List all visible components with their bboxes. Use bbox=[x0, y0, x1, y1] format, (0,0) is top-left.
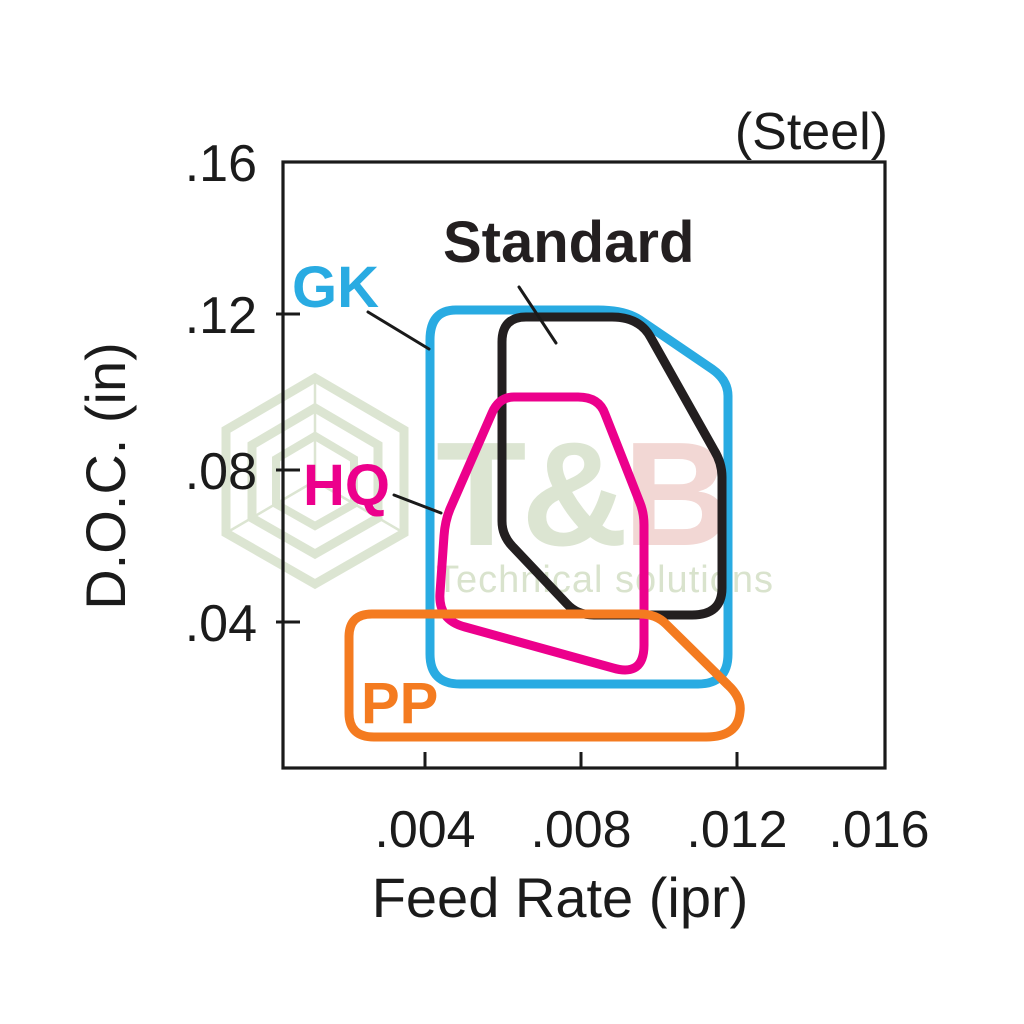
y-tick-label-08: .08 bbox=[185, 443, 257, 501]
watermark-tagline: Technical solutions bbox=[436, 559, 774, 601]
y-axis-tick-labels: .16 .12 .08 .04 bbox=[185, 135, 257, 653]
region-path-pp bbox=[344, 609, 745, 742]
region-label-hq: HQ bbox=[303, 453, 390, 518]
region-path-hq bbox=[435, 392, 649, 675]
hexagon-inner bbox=[272, 431, 358, 531]
x-tick-label-004: .004 bbox=[374, 801, 475, 859]
leader-line-gk bbox=[366, 310, 431, 351]
hexagon-middle bbox=[247, 402, 383, 560]
leader-line-hq bbox=[392, 493, 443, 515]
hexagon-cube-edges bbox=[225, 378, 405, 535]
region-path-standard bbox=[497, 312, 727, 620]
y-tick-label-04: .04 bbox=[185, 595, 257, 653]
region-labels: GK Standard HQ PP bbox=[292, 210, 694, 736]
y-axis-ticks bbox=[276, 312, 300, 624]
y-tick-label-16: .16 bbox=[185, 135, 257, 193]
region-label-pp: PP bbox=[361, 671, 438, 736]
x-axis-title: Feed Rate (ipr) bbox=[372, 866, 749, 929]
watermark-hexagon-logo bbox=[221, 372, 409, 590]
region-label-standard: Standard bbox=[443, 210, 694, 275]
hexagon-outer bbox=[221, 372, 409, 590]
y-tick-label-12: .12 bbox=[185, 287, 257, 345]
x-tick-label-012: .012 bbox=[686, 801, 787, 859]
x-axis-tick-labels: .004 .008 .012 .016 bbox=[374, 801, 929, 859]
plot-frame bbox=[281, 160, 887, 770]
x-tick-label-016: .016 bbox=[828, 801, 929, 859]
leader-line-standard bbox=[517, 285, 558, 345]
leader-lines bbox=[366, 285, 558, 515]
x-tick-label-008: .008 bbox=[530, 801, 631, 859]
watermark-brand-ta: T& bbox=[436, 412, 624, 577]
region-label-gk: GK bbox=[292, 255, 379, 320]
region-outlines bbox=[344, 305, 745, 742]
y-axis-title: D.O.C. (in) bbox=[74, 342, 137, 610]
chart-title-steel: (Steel) bbox=[735, 103, 888, 161]
x-axis-ticks bbox=[423, 752, 739, 768]
